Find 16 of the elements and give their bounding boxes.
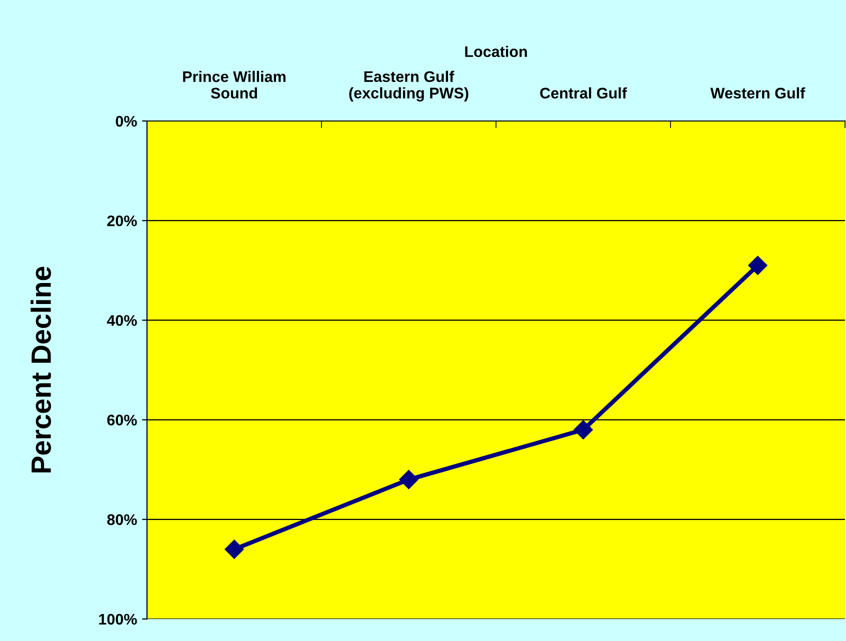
y-tick-label: 80% xyxy=(107,514,137,526)
x-tick-label: Prince William Sound xyxy=(183,70,286,99)
point xyxy=(748,256,768,275)
x-tick-label: Western Gulf xyxy=(710,87,806,99)
y-tick-label: 0% xyxy=(116,116,137,127)
point xyxy=(224,540,244,559)
y-tick-label: 100% xyxy=(99,614,137,625)
y-axis-title: Percent Decline xyxy=(30,266,52,472)
x-axis-title: Location xyxy=(465,46,527,58)
y-tick-label: 60% xyxy=(107,414,137,426)
y-tick-label: 20% xyxy=(107,215,137,226)
point xyxy=(574,420,593,440)
x-tick-label: Eastern Gulf (excluding PWS) xyxy=(349,70,468,102)
y-tick-label: 40% xyxy=(106,315,137,326)
x-tick-label: Central Gulf xyxy=(540,87,627,99)
point xyxy=(399,470,418,490)
